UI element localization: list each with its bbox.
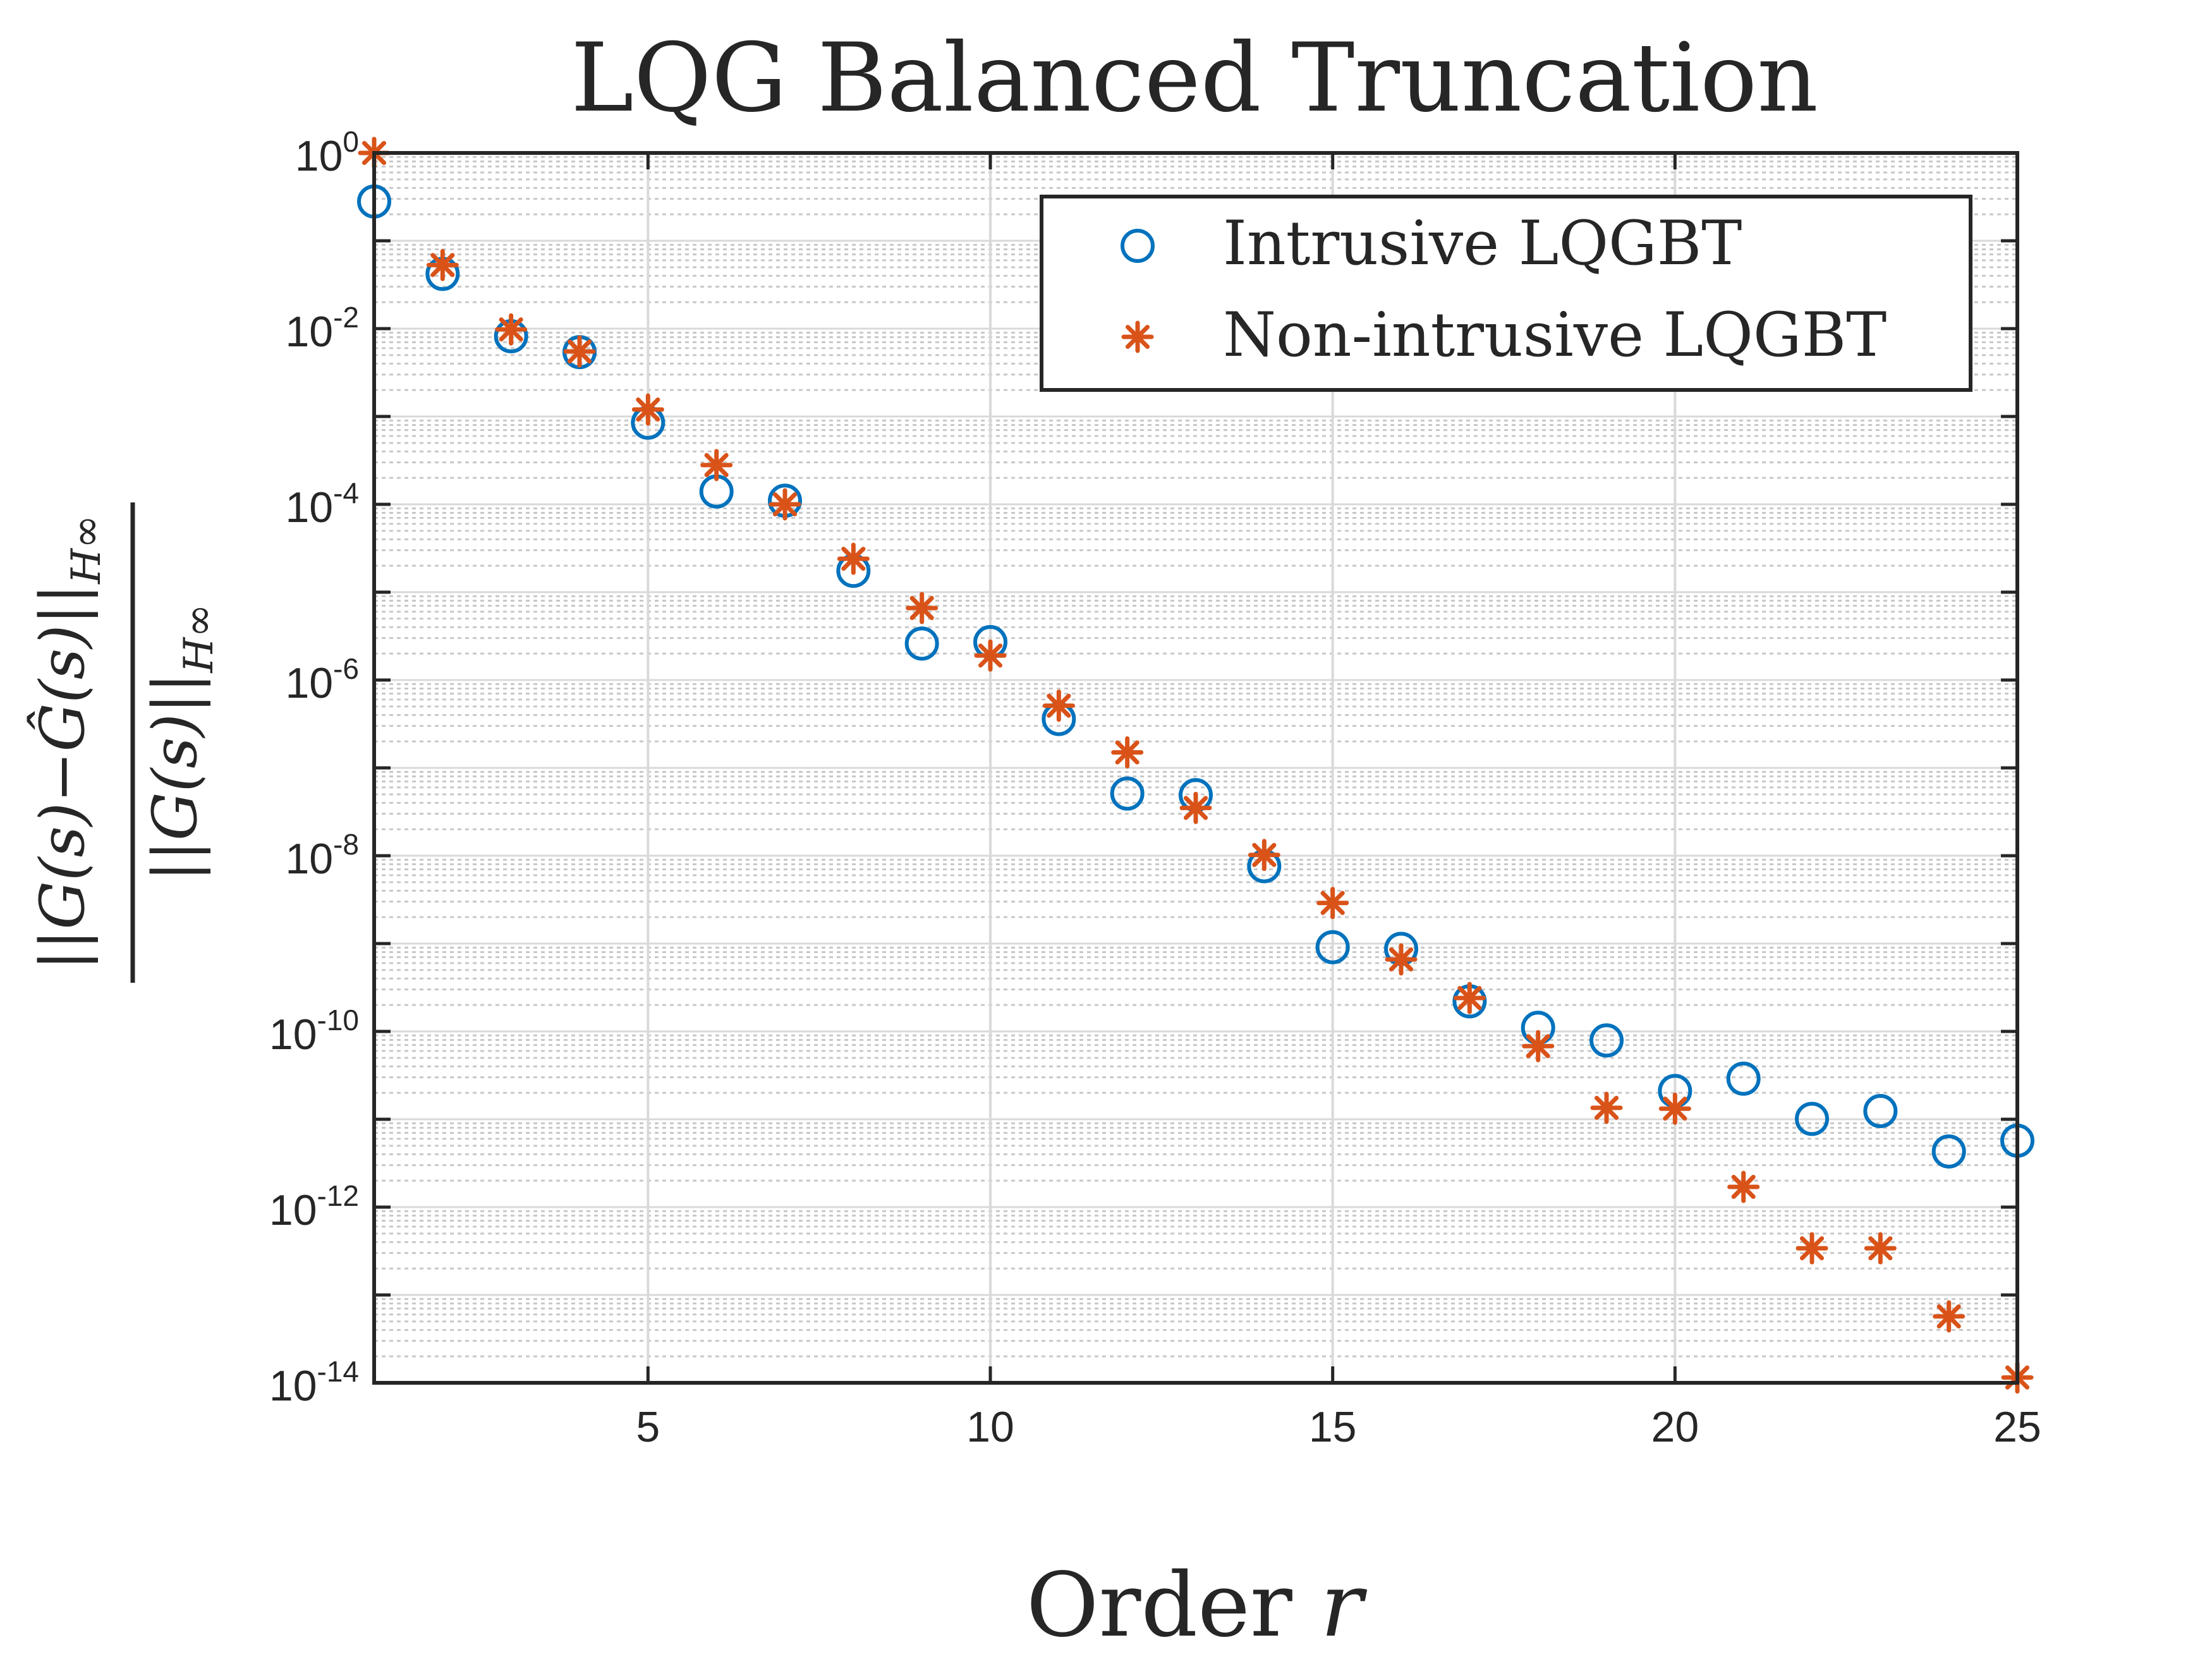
nonintrusive-point bbox=[1385, 943, 1418, 976]
nonintrusive-point bbox=[495, 313, 528, 346]
intrusive-point bbox=[1795, 1102, 1829, 1136]
legend-box bbox=[1040, 195, 1972, 392]
x-axis-label: Order r bbox=[1026, 1554, 1368, 1657]
x-tick-label: 25 bbox=[1993, 1403, 2041, 1451]
nonintrusive-point bbox=[426, 248, 459, 281]
y-axis-label-denominator-norm: H∞ bbox=[176, 604, 222, 673]
text-layer: LQG Balanced Truncation Order r ||G(s)−Ĝ… bbox=[27, 23, 1818, 1657]
y-axis-label-denominator-text: ||G(s)|| bbox=[140, 672, 210, 881]
nonintrusive-point bbox=[906, 592, 939, 624]
intrusive-point bbox=[1589, 1023, 1624, 1058]
nonintrusive-point bbox=[1864, 1232, 1897, 1265]
nonintrusive-point bbox=[1727, 1170, 1760, 1203]
nonintrusive-point bbox=[1042, 690, 1075, 722]
nonintrusive-point bbox=[1111, 736, 1144, 769]
y-tick-label: 10-6 bbox=[285, 652, 359, 707]
nonintrusive-point bbox=[769, 488, 801, 521]
y-tick-label: 10-2 bbox=[285, 301, 359, 356]
y-tick-label: 10-14 bbox=[269, 1355, 359, 1410]
legend-label-nonintrusive: Non-intrusive LQGBT bbox=[1223, 300, 1887, 370]
nonintrusive-point bbox=[1590, 1091, 1623, 1124]
nonintrusive-point bbox=[700, 449, 733, 482]
intrusive-point bbox=[1315, 930, 1350, 964]
nonintrusive-point bbox=[837, 542, 870, 575]
intrusive-point bbox=[1726, 1061, 1761, 1096]
x-axis-label-prefix: Order bbox=[1026, 1554, 1321, 1657]
legend-label-intrusive: Intrusive LQGBT bbox=[1223, 208, 1742, 279]
y-tick-label: 10-8 bbox=[285, 828, 359, 883]
ticks-layer: 5 10 15 20 25 100 10-2 10-4 10-6 10-8 10-10 10-12 10… bbox=[269, 125, 2041, 1451]
marks-layer bbox=[357, 137, 2034, 1394]
y-axis-label-numerator-text: ||G(s)−Ĝ(s)|| bbox=[27, 584, 98, 971]
intrusive-point bbox=[1931, 1134, 1966, 1169]
nonintrusive-point bbox=[1316, 887, 1349, 920]
legend-marker-nonintrusive-asterisk bbox=[1121, 320, 1154, 353]
nonintrusive-point bbox=[563, 335, 596, 368]
nonintrusive-point bbox=[1933, 1300, 1966, 1333]
intrusive-point bbox=[904, 626, 939, 661]
nonintrusive-point bbox=[1522, 1030, 1555, 1062]
legend: Intrusive LQGBT Non-intrusive LQGBT bbox=[1040, 195, 1972, 392]
y-axis-label-numerator-norm: H∞ bbox=[63, 515, 110, 585]
x-tick-label: 5 bbox=[636, 1403, 660, 1451]
axes-frame bbox=[372, 151, 2019, 1385]
x-tick-label: 20 bbox=[1651, 1403, 1699, 1451]
x-axis-label-variable: r bbox=[1320, 1554, 1367, 1657]
x-tick-label: 10 bbox=[966, 1403, 1014, 1451]
y-axis-label: ||G(s)−Ĝ(s)||H∞ ||G(s)||H∞ bbox=[27, 502, 222, 983]
legend-marker-intrusive-circle bbox=[1121, 229, 1155, 263]
y-tick-label: 10-4 bbox=[285, 477, 359, 532]
nonintrusive-point bbox=[1179, 791, 1212, 824]
y-axis-label-numerator: ||G(s)−Ĝ(s)||H∞ bbox=[27, 515, 110, 971]
nonintrusive-point bbox=[1658, 1092, 1691, 1125]
y-axis-label-denominator: ||G(s)||H∞ bbox=[140, 604, 222, 881]
y-tick-label: 10-12 bbox=[269, 1179, 359, 1234]
chart-title: LQG Balanced Truncation bbox=[571, 23, 1818, 133]
intrusive-point bbox=[1110, 776, 1145, 811]
y-tick-label: 10-10 bbox=[269, 1004, 359, 1059]
nonintrusive-point bbox=[1453, 981, 1486, 1014]
intrusive-point bbox=[1863, 1094, 1898, 1129]
x-tick-label: 15 bbox=[1309, 1403, 1357, 1451]
nonintrusive-point bbox=[1248, 839, 1280, 872]
y-tick-label: 100 bbox=[295, 125, 359, 180]
nonintrusive-point bbox=[1796, 1232, 1828, 1265]
nonintrusive-point bbox=[631, 393, 664, 426]
nonintrusive-point bbox=[974, 639, 1007, 672]
